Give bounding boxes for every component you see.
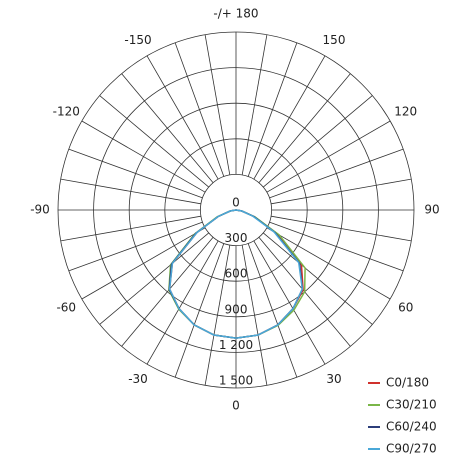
- legend-label: C60/240: [386, 420, 437, 434]
- angle-tick-label: -/+ 180: [213, 7, 258, 21]
- ring: [128, 102, 344, 318]
- angle-tick-label: 150: [323, 33, 346, 47]
- r-tick-label: 0: [232, 196, 240, 210]
- r-tick-label: 900: [225, 302, 248, 316]
- legend-label: C30/210: [386, 398, 437, 412]
- r-tick-label: 1 200: [219, 338, 253, 352]
- series-line: [168, 209, 304, 339]
- angle-tick-label: -120: [53, 105, 80, 119]
- angle-tick-label: 90: [424, 203, 439, 217]
- angle-tick-label: 0: [232, 399, 240, 413]
- angle-tick-label: -30: [128, 372, 148, 386]
- r-tick-label: 1 500: [219, 374, 253, 388]
- r-tick-label: 600: [225, 267, 248, 281]
- legend-label: C0/180: [386, 376, 429, 390]
- ring: [164, 138, 308, 282]
- angle-tick-label: 60: [398, 301, 413, 315]
- angle-tick-label: 120: [394, 105, 417, 119]
- angle-tick-label: 30: [326, 372, 341, 386]
- ring: [199, 173, 272, 246]
- angle-tick-label: -90: [30, 203, 50, 217]
- ring: [57, 31, 415, 389]
- legend-label: C90/270: [386, 442, 437, 456]
- angle-tick-label: -150: [124, 33, 151, 47]
- r-tick-label: 300: [225, 231, 248, 245]
- ring: [93, 67, 379, 353]
- angle-tick-label: -60: [56, 301, 76, 315]
